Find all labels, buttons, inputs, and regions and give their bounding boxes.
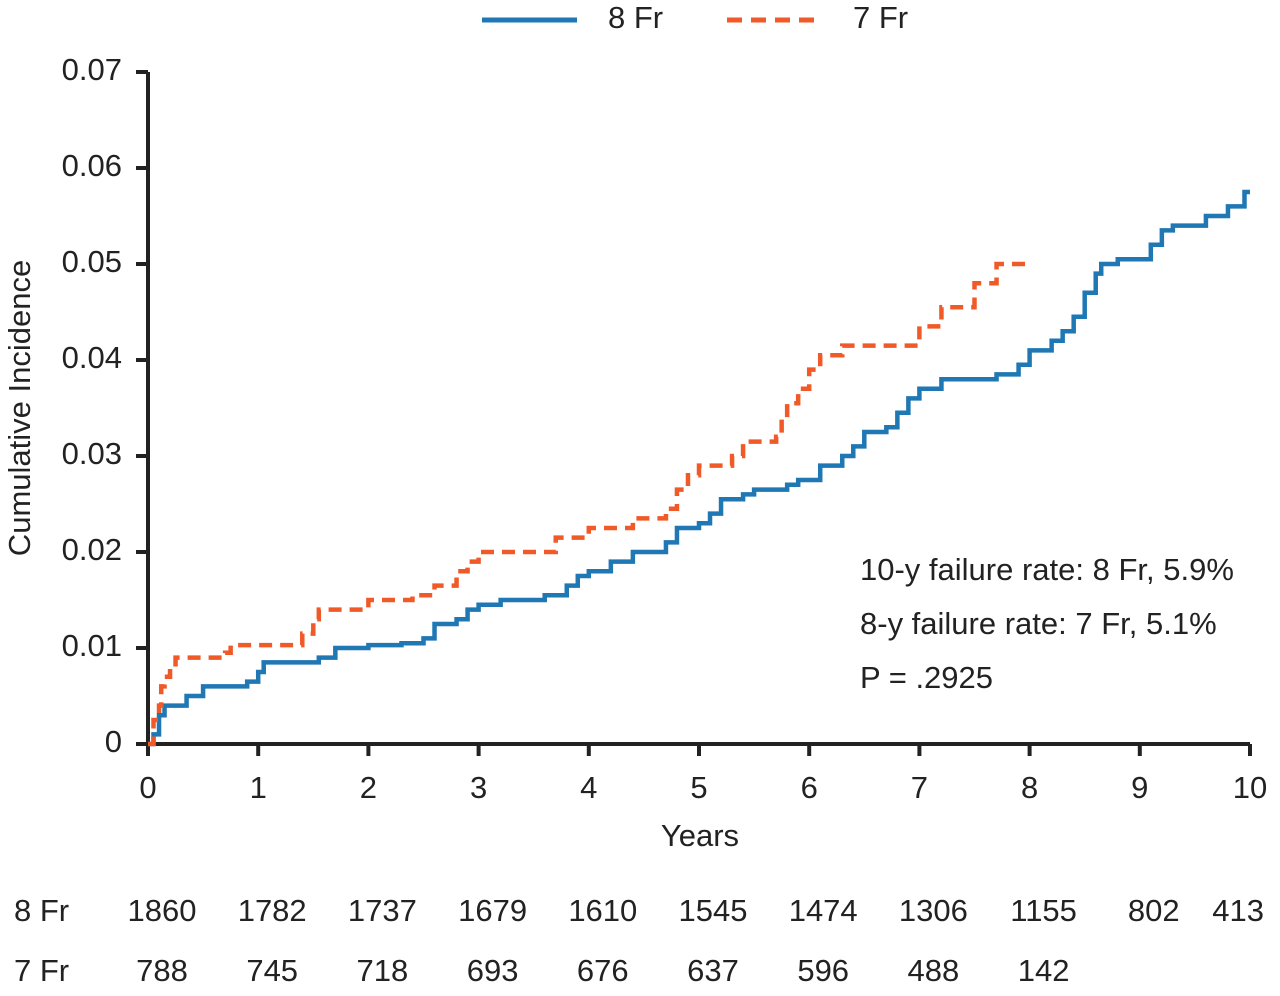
risk-value: 1737 — [348, 893, 417, 928]
y-axis-label: Cumulative Incidence — [2, 260, 37, 556]
risk-value: 637 — [687, 953, 739, 988]
x-tick-label: 5 — [690, 770, 707, 805]
risk-value: 1782 — [238, 893, 307, 928]
risk-value: 718 — [357, 953, 409, 988]
annotation: 8-y failure rate: 7 Fr, 5.1% — [860, 606, 1217, 641]
y-tick-label: 0.01 — [62, 628, 122, 663]
series-line — [148, 261, 1030, 747]
risk-value: 1474 — [789, 893, 858, 928]
risk-row-label: 8 Fr — [14, 893, 69, 928]
legend-label: 7 Fr — [853, 0, 908, 35]
x-tick-label: 7 — [911, 770, 928, 805]
y-tick-label: 0.02 — [62, 532, 122, 567]
legend-label: 8 Fr — [608, 0, 663, 35]
risk-value: 788 — [136, 953, 188, 988]
risk-value: 1545 — [679, 893, 748, 928]
x-tick-label: 0 — [139, 770, 156, 805]
x-tick-label: 4 — [580, 770, 597, 805]
x-tick-label: 1 — [250, 770, 267, 805]
risk-value: 745 — [246, 953, 298, 988]
risk-value: 1306 — [899, 893, 968, 928]
risk-value: 1610 — [568, 893, 637, 928]
annotation: P = .2925 — [860, 660, 993, 695]
risk-row-label: 7 Fr — [14, 953, 69, 988]
x-tick-label: 2 — [360, 770, 377, 805]
risk-value: 142 — [1018, 953, 1070, 988]
x-tick-label: 3 — [470, 770, 487, 805]
x-tick-label: 8 — [1021, 770, 1038, 805]
x-tick-label: 10 — [1233, 770, 1267, 805]
risk-value: 413 — [1212, 893, 1264, 928]
risk-value: 596 — [797, 953, 849, 988]
annotation: 10-y failure rate: 8 Fr, 5.9% — [860, 552, 1234, 587]
y-tick-label: 0.07 — [62, 52, 122, 87]
y-tick-label: 0 — [105, 724, 122, 759]
risk-value: 1679 — [458, 893, 527, 928]
risk-value: 676 — [577, 953, 629, 988]
series-line — [148, 189, 1250, 747]
risk-value: 693 — [467, 953, 519, 988]
x-tick-label: 9 — [1131, 770, 1148, 805]
y-tick-label: 0.05 — [62, 244, 122, 279]
y-tick-label: 0.04 — [62, 340, 122, 375]
risk-value: 802 — [1128, 893, 1180, 928]
risk-value: 1155 — [1010, 893, 1077, 928]
risk-value: 1860 — [128, 893, 197, 928]
x-tick-label: 6 — [801, 770, 818, 805]
y-tick-label: 0.06 — [62, 148, 122, 183]
x-axis-label: Years — [661, 818, 739, 853]
y-tick-label: 0.03 — [62, 436, 122, 471]
risk-value: 488 — [908, 953, 960, 988]
